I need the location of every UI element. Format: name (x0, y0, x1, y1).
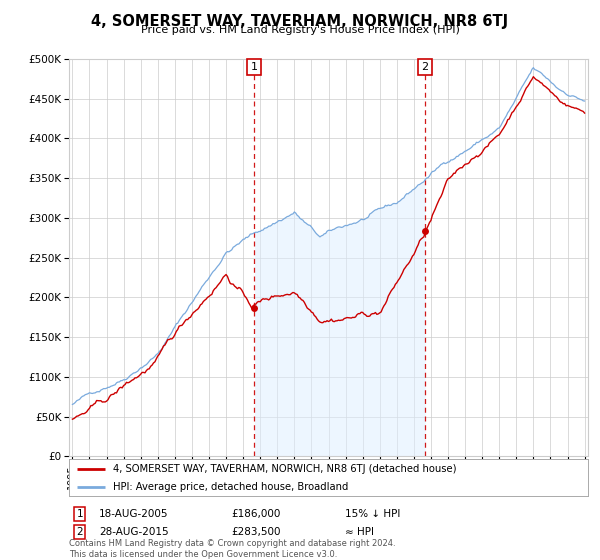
Text: 1: 1 (250, 62, 257, 72)
Text: 1: 1 (76, 509, 83, 519)
Text: 4, SOMERSET WAY, TAVERHAM, NORWICH, NR8 6TJ (detached house): 4, SOMERSET WAY, TAVERHAM, NORWICH, NR8 … (113, 464, 457, 474)
Text: 18-AUG-2005: 18-AUG-2005 (99, 509, 169, 519)
Text: 2: 2 (421, 62, 428, 72)
Text: 15% ↓ HPI: 15% ↓ HPI (345, 509, 400, 519)
Text: £186,000: £186,000 (231, 509, 280, 519)
Text: Contains HM Land Registry data © Crown copyright and database right 2024.
This d: Contains HM Land Registry data © Crown c… (69, 539, 395, 559)
Text: 28-AUG-2015: 28-AUG-2015 (99, 527, 169, 537)
Text: ≈ HPI: ≈ HPI (345, 527, 374, 537)
Text: 4, SOMERSET WAY, TAVERHAM, NORWICH, NR8 6TJ: 4, SOMERSET WAY, TAVERHAM, NORWICH, NR8 … (91, 14, 509, 29)
Text: £283,500: £283,500 (231, 527, 281, 537)
Text: HPI: Average price, detached house, Broadland: HPI: Average price, detached house, Broa… (113, 482, 349, 492)
Text: Price paid vs. HM Land Registry's House Price Index (HPI): Price paid vs. HM Land Registry's House … (140, 25, 460, 35)
Text: 2: 2 (76, 527, 83, 537)
